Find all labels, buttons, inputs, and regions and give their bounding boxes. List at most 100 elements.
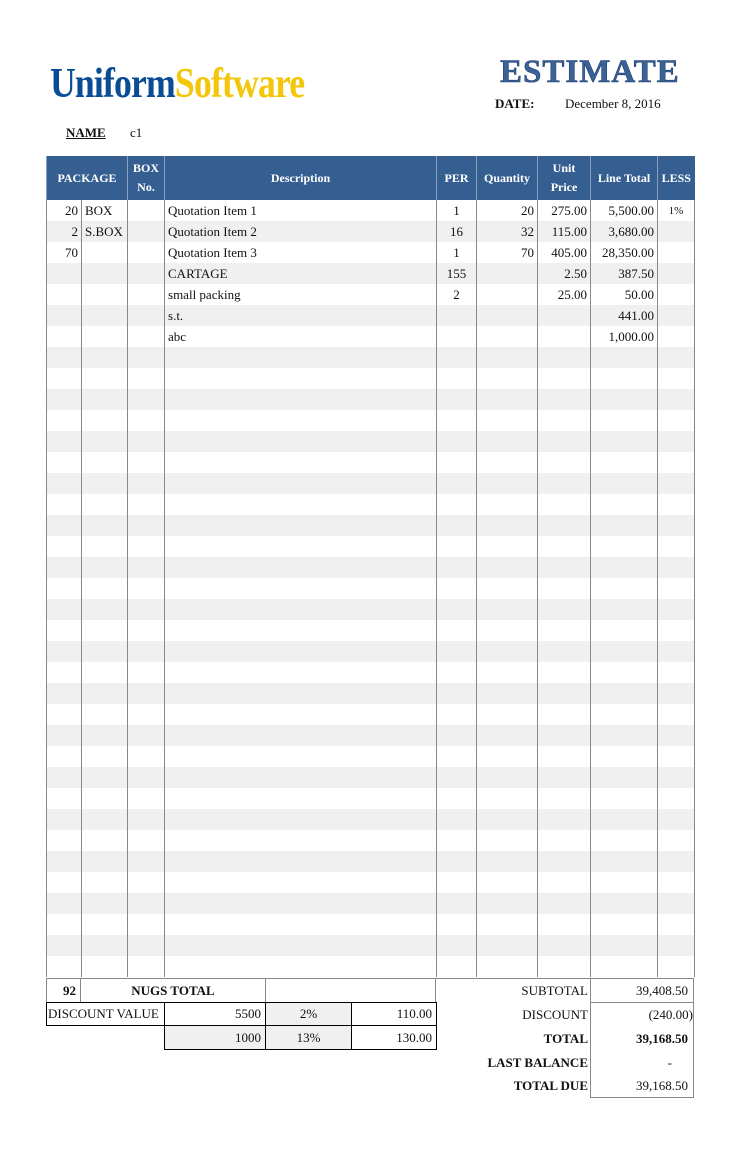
cell-package-qty [46, 389, 82, 410]
cell-box-no [127, 200, 166, 221]
cell-line-total: 3,680.00 [590, 221, 659, 242]
cell-less [657, 725, 696, 746]
cell-description [164, 956, 438, 977]
cell-per [436, 410, 478, 431]
cell-box-no [127, 872, 166, 893]
cell-package-qty [46, 746, 82, 767]
cell-description [164, 557, 438, 578]
table-row [46, 956, 696, 977]
cell-unit-price [537, 809, 592, 830]
cell-quantity [476, 809, 539, 830]
cell-package-qty: 70 [46, 242, 82, 263]
total-value: 39,168.50 [636, 1030, 688, 1046]
cell-quantity [476, 536, 539, 557]
cell-package-qty [46, 326, 82, 347]
table-row [46, 578, 696, 599]
cell-package-type [80, 746, 129, 767]
cell-line-total [590, 788, 659, 809]
table-row [46, 851, 696, 872]
cell-line-total: 50.00 [590, 284, 659, 305]
table-row [46, 746, 696, 767]
cell-less [657, 410, 696, 431]
cell-quantity [476, 368, 539, 389]
cell-description: s.t. [164, 305, 438, 326]
last-balance-label: LAST BALANCE [487, 1054, 588, 1070]
cell-line-total [590, 683, 659, 704]
table-row [46, 515, 696, 536]
cell-quantity [476, 683, 539, 704]
total-due-label: TOTAL DUE [513, 1077, 588, 1093]
date-label: DATE: [495, 96, 535, 111]
cell-package-type [80, 578, 129, 599]
cell-description [164, 704, 438, 725]
col-package: PACKAGE [45, 156, 128, 200]
cell-less [657, 578, 696, 599]
cell-unit-price [537, 851, 592, 872]
cell-line-total [590, 473, 659, 494]
cell-package-type [80, 515, 129, 536]
cell-description [164, 641, 438, 662]
cell-box-no [127, 221, 166, 242]
table-row [46, 725, 696, 746]
cell-package-qty [46, 683, 82, 704]
table-row [46, 557, 696, 578]
table-row [46, 683, 696, 704]
cell-line-total [590, 851, 659, 872]
cell-box-no [127, 683, 166, 704]
cell-unit-price [537, 536, 592, 557]
cell-description: abc [164, 326, 438, 347]
cell-package-type [80, 557, 129, 578]
cell-quantity [476, 263, 539, 284]
cell-package-type [80, 389, 129, 410]
cell-less [657, 284, 696, 305]
cell-package-type [80, 326, 129, 347]
cell-quantity: 20 [476, 200, 539, 221]
cell-box-no [127, 473, 166, 494]
cell-per [436, 557, 478, 578]
cell-package-qty [46, 410, 82, 431]
document-title: ESTIMATE [500, 54, 680, 91]
col-quantity: Quantity [476, 156, 538, 200]
cell-less [657, 935, 696, 956]
cell-package-qty [46, 599, 82, 620]
table-row: 70 Quotation Item 3 1 70 405.00 28,350.00 [46, 242, 696, 263]
cell-line-total: 387.50 [590, 263, 659, 284]
cell-per [436, 578, 478, 599]
logo-part2: Software [174, 61, 305, 107]
cell-less [657, 452, 696, 473]
table-row [46, 641, 696, 662]
total-label: TOTAL [543, 1030, 588, 1046]
cell-box-no [127, 263, 166, 284]
last-balance-value: - [667, 1054, 672, 1070]
cell-package-qty [46, 347, 82, 368]
discount-amount-2: 130.00 [351, 1025, 437, 1050]
cell-description: Quotation Item 3 [164, 242, 438, 263]
cell-per [436, 599, 478, 620]
nugs-total-label: NUGS TOTAL [131, 982, 215, 998]
nugs-blank [265, 979, 436, 1002]
cell-package-qty [46, 284, 82, 305]
cell-line-total [590, 725, 659, 746]
cell-package-type [80, 410, 129, 431]
cell-unit-price [537, 620, 592, 641]
cell-unit-price [537, 662, 592, 683]
cell-line-total [590, 494, 659, 515]
cell-package-type [80, 935, 129, 956]
date-value: December 8, 2016 [565, 96, 661, 111]
cell-line-total [590, 893, 659, 914]
cell-per [436, 536, 478, 557]
cell-unit-price [537, 872, 592, 893]
cell-line-total [590, 872, 659, 893]
cell-per: 16 [436, 221, 478, 242]
table-row [46, 662, 696, 683]
cell-line-total: 441.00 [590, 305, 659, 326]
cell-line-total [590, 809, 659, 830]
cell-line-total [590, 389, 659, 410]
cell-per [436, 494, 478, 515]
cell-description [164, 872, 438, 893]
cell-unit-price [537, 599, 592, 620]
total-due-value: 39,168.50 [636, 1077, 688, 1093]
cell-quantity [476, 788, 539, 809]
col-box-no: BOX No. [127, 156, 165, 200]
cell-per [436, 452, 478, 473]
